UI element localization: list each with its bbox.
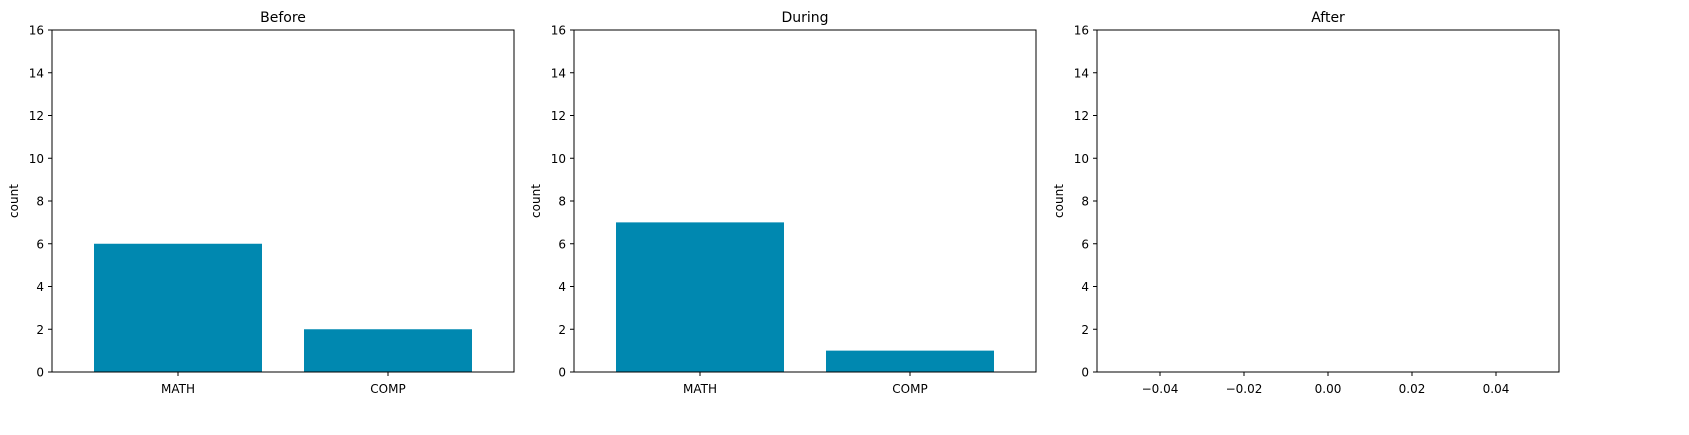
plot-frame	[51, 29, 515, 373]
bar-comp	[304, 329, 472, 372]
y-tick-label: 0	[36, 366, 44, 380]
chart-panel-3: −0.04 −0.02 0.00 0.02 0.04 0 2 4 6 8 10 12 14 16 After…	[1052, 10, 1560, 396]
x-tick-label: MATH	[683, 382, 717, 396]
x-tick-label: COMP	[892, 382, 927, 396]
y-tick-label: 2	[1081, 323, 1089, 337]
bar-math	[616, 222, 784, 372]
chart-panel-1: MATH COMP 0 2 4 6 8 10 12 14 16 Before count	[7, 10, 515, 396]
y-tick-label: 8	[36, 195, 44, 209]
y-tick-label: 12	[1074, 109, 1089, 123]
y-tick-label: 16	[551, 24, 566, 38]
y-tick-label: 14	[1074, 66, 1089, 80]
y-tick-label: 0	[558, 366, 566, 380]
y-tick-label: 14	[551, 66, 566, 80]
x-tick-label: −0.04	[1142, 382, 1179, 396]
y-tick-label: 16	[29, 24, 44, 38]
y-tick-label: 4	[1081, 280, 1089, 294]
bar-comp	[826, 350, 994, 372]
y-tick-label: 10	[1074, 152, 1089, 166]
y-tick-label: 2	[36, 323, 44, 337]
x-tick-label: 0.04	[1483, 382, 1510, 396]
y-tick-label: 8	[1081, 195, 1089, 209]
chart-panel-2: MATH COMP 0 2 4 6 8 10 12 14 16 During count	[529, 10, 1037, 396]
x-tick-label: 0.02	[1399, 382, 1426, 396]
y-tick-label: 0	[1081, 366, 1089, 380]
y-axis-label: count	[529, 184, 543, 218]
y-tick-label: 6	[558, 237, 566, 251]
x-tick-label: MATH	[161, 382, 195, 396]
x-tick-label: 0.00	[1315, 382, 1342, 396]
x-tick-label: COMP	[370, 382, 405, 396]
y-tick-label: 12	[29, 109, 44, 123]
y-tick-label: 8	[558, 195, 566, 209]
y-tick-label: 2	[558, 323, 566, 337]
chart-title: After	[1311, 10, 1345, 26]
y-axis-label: count	[7, 184, 21, 218]
plot-frame	[573, 29, 1037, 373]
y-tick-label: 6	[1081, 237, 1089, 251]
y-tick-label: 6	[36, 237, 44, 251]
chart-title: Before	[260, 10, 306, 26]
x-tick-label: −0.02	[1226, 382, 1263, 396]
y-tick-label: 10	[29, 152, 44, 166]
plot-frame	[1096, 29, 1560, 373]
y-tick-label: 4	[36, 280, 44, 294]
bar-math	[94, 243, 262, 372]
y-tick-label: 4	[558, 280, 566, 294]
y-tick-label: 12	[551, 109, 566, 123]
y-axis-label: count	[1052, 184, 1066, 218]
y-tick-label: 10	[551, 152, 566, 166]
chart-title: During	[781, 10, 828, 26]
y-tick-label: 16	[1074, 24, 1089, 38]
y-tick-label: 14	[29, 66, 44, 80]
